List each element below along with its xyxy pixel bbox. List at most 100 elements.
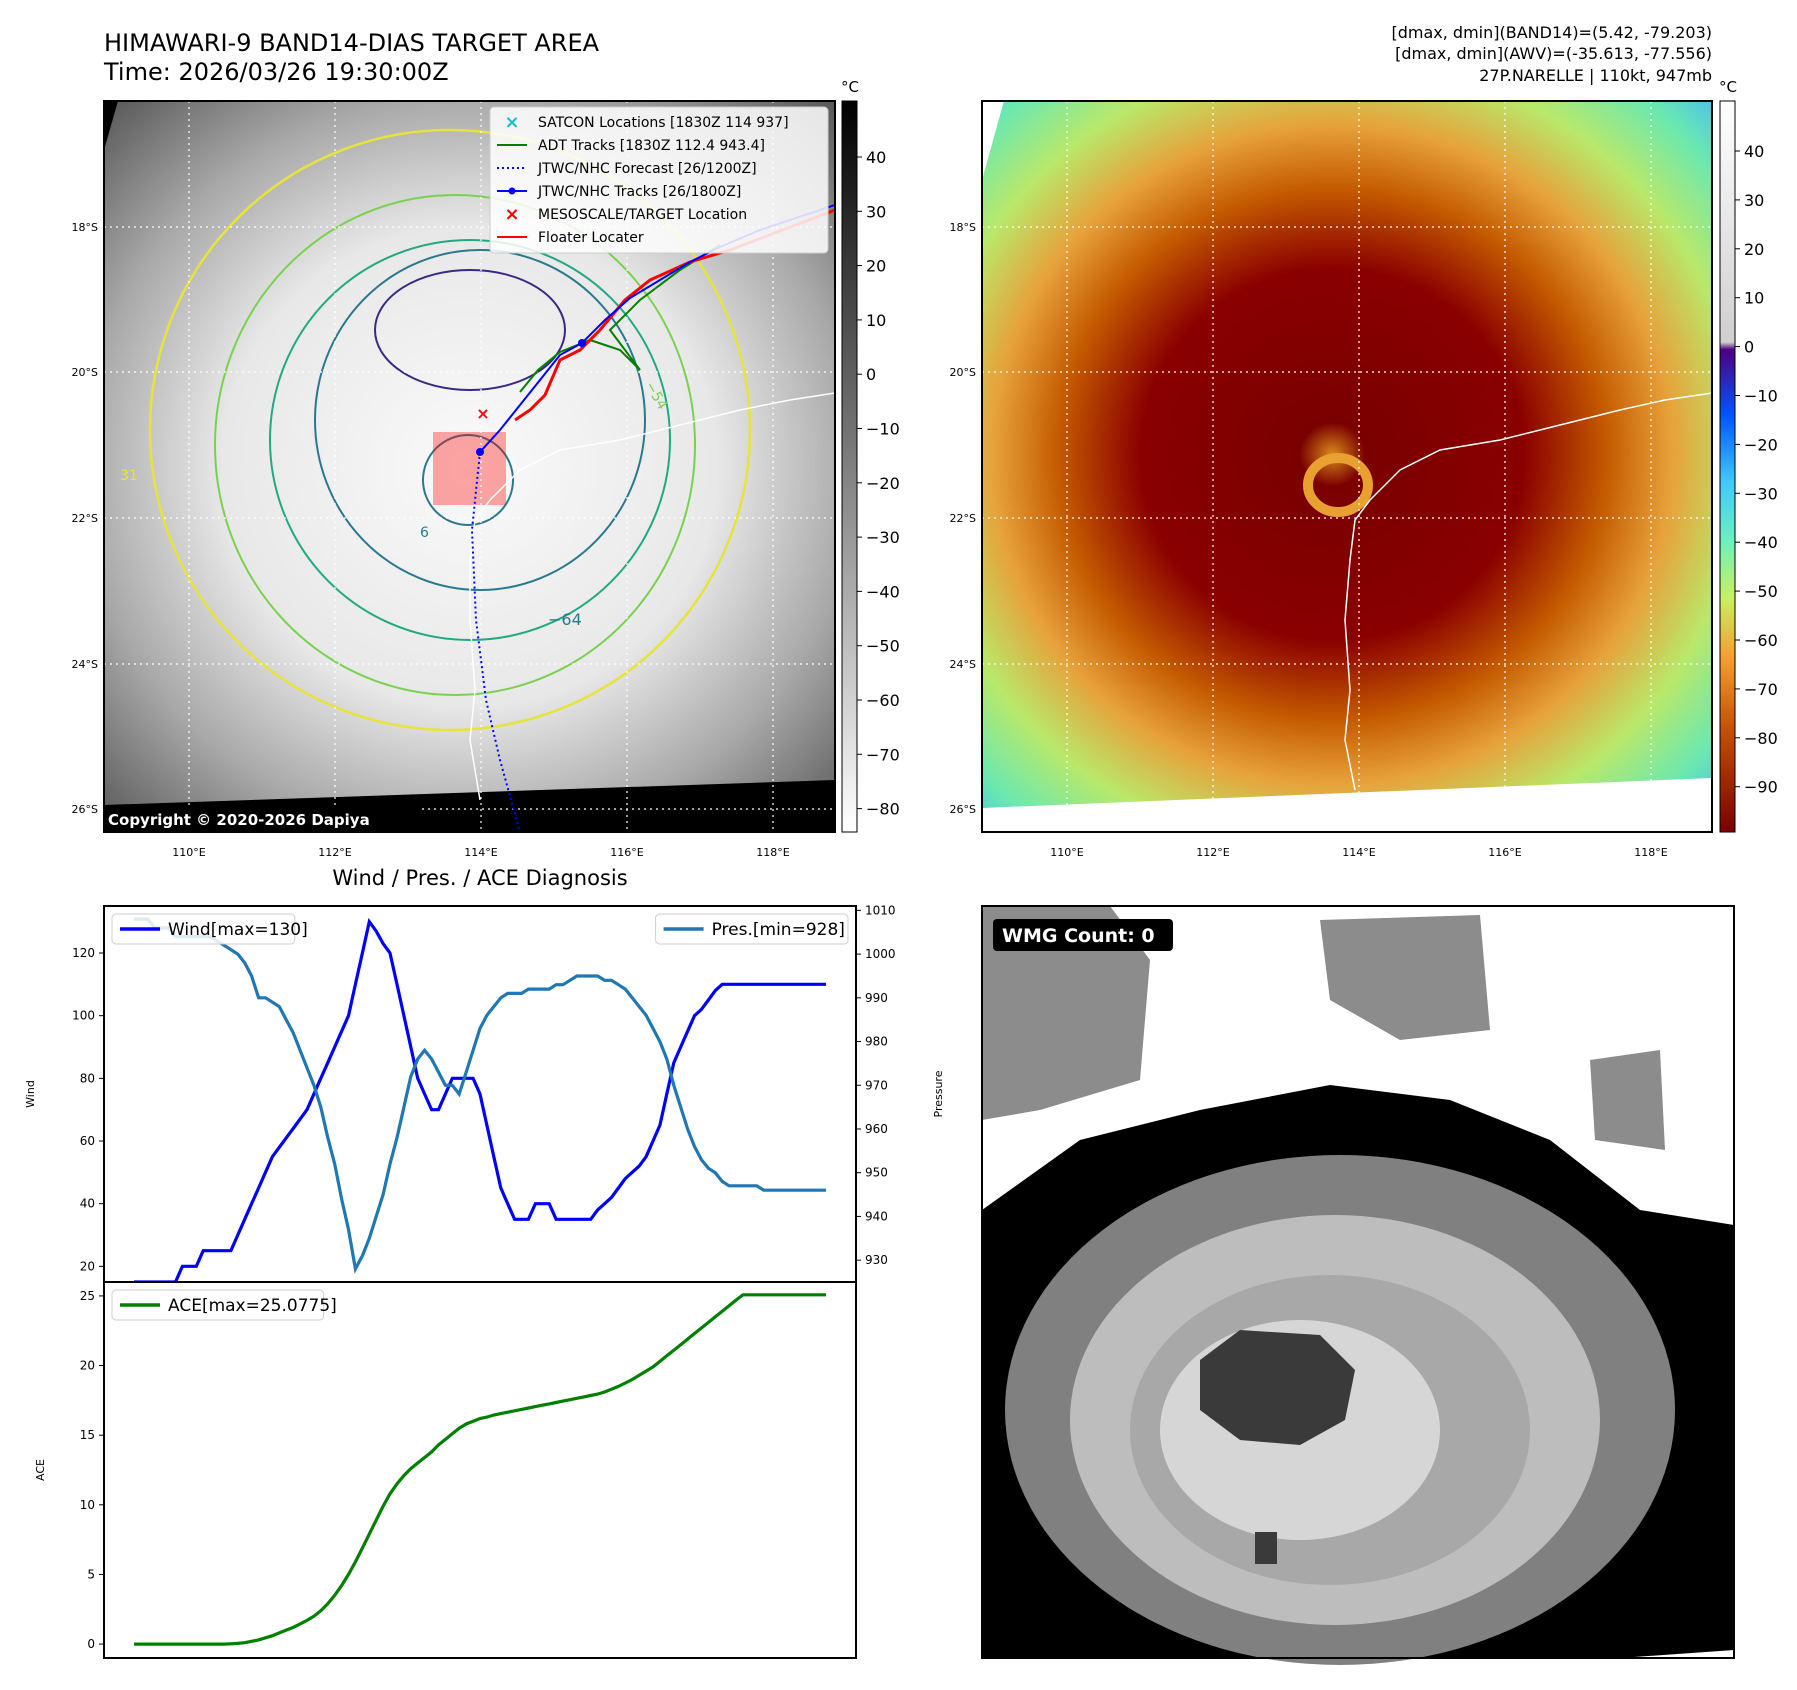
right-colorbar xyxy=(1719,100,1736,833)
y-tick-label: 15 xyxy=(80,1428,95,1442)
jtwc-track-point xyxy=(476,448,484,456)
wmg-cloud-patch xyxy=(1590,1050,1665,1150)
colorbar-tick-label: −50 xyxy=(1744,582,1778,601)
ir-lat-labels: 18°S 20°S 22°S 24°S 26°S xyxy=(72,221,98,816)
y-tick-label: 5 xyxy=(87,1567,95,1581)
colorbar-tick-label: 20 xyxy=(866,257,886,276)
colorbar-tick-label: 0 xyxy=(866,365,876,384)
y-right-tick-label: 950 xyxy=(865,1166,888,1180)
right-colorbar-unit: °C xyxy=(1719,78,1737,96)
colorbar-tick-label: −20 xyxy=(1744,435,1778,454)
colorbar-tick-label: −40 xyxy=(866,582,900,601)
legend-label: JTWC/NHC Tracks [26/1800Z] xyxy=(537,184,741,200)
legend-label: SATCON Locations [1830Z 114 937] xyxy=(538,115,789,131)
jtwc-forecast-track xyxy=(470,451,521,832)
lon-tick-label: 110°E xyxy=(172,846,205,859)
track-legend xyxy=(489,106,829,254)
wmg-cloud-patch xyxy=(1320,915,1490,1040)
colorbar-tick-label: 20 xyxy=(1744,240,1764,259)
y-tick-label: 100 xyxy=(72,1009,95,1023)
colorbar-tick-label: −10 xyxy=(1744,387,1778,406)
y-right-tick-label: 990 xyxy=(865,991,888,1005)
y-tick-label: 25 xyxy=(80,1289,95,1303)
series-line xyxy=(134,917,826,1274)
dvorak-gridlines xyxy=(982,101,1712,832)
legend-box xyxy=(111,1289,325,1321)
floater-track xyxy=(514,208,835,422)
legend-label: MESOSCALE/TARGET Location xyxy=(538,207,747,223)
target-box xyxy=(433,432,506,505)
y-tick-label: 120 xyxy=(72,946,95,960)
lon-tick-label: 116°E xyxy=(1488,846,1521,859)
legend-items: × SATCON Locations [1830Z 114 937] ADT Tra… xyxy=(497,112,789,246)
ace-plot-area xyxy=(103,1281,857,1659)
contour-navy xyxy=(374,269,566,391)
left-colorbar-unit: °C xyxy=(841,78,859,96)
legend-label: Wind[max=130] xyxy=(168,920,308,940)
wind-pres-chart: 20 40 60 80 100 120 930 940 950 960 970 980 990 1000 1… xyxy=(72,903,896,1284)
contour-blue xyxy=(314,249,646,591)
lat-tick-label: 20°S xyxy=(72,366,98,379)
colorbar-tick-label: −70 xyxy=(866,745,900,764)
y-tick-label: 20 xyxy=(80,1359,95,1373)
colorbar-tick-label: 0 xyxy=(1744,338,1754,357)
colorbar-tick-label: −10 xyxy=(866,420,900,439)
y-tick-label: 40 xyxy=(80,1197,95,1211)
lat-tick-label: 24°S xyxy=(72,658,98,671)
lon-tick-label: 116°E xyxy=(610,846,643,859)
colorbar-tick-label: −90 xyxy=(1744,778,1778,797)
lat-tick-label: 18°S xyxy=(72,221,98,234)
y-right-tick-label: 1010 xyxy=(865,903,896,917)
wmg-frame xyxy=(981,905,1735,1659)
colorbar-tick-label: −70 xyxy=(1744,680,1778,699)
legend-box xyxy=(489,106,829,254)
colorbar-tick-label: −50 xyxy=(866,637,900,656)
mesoscale-target-marker: × xyxy=(476,404,489,423)
y-tick-label: 80 xyxy=(80,1071,95,1085)
lon-tick-label: 114°E xyxy=(1342,846,1375,859)
ir-map-frame xyxy=(103,100,836,833)
copyright-box xyxy=(104,806,419,832)
dvorak-lon-labels: 110°E 112°E 114°E 116°E 118°E xyxy=(1050,846,1667,859)
lat-tick-label: 18°S xyxy=(950,221,976,234)
colorbar-tick-label: 10 xyxy=(866,311,886,330)
legend-label: ADT Tracks [1830Z 112.4 943.4] xyxy=(538,138,765,154)
series-line xyxy=(134,1293,826,1646)
ace-chart: 0 5 10 15 20 25 ACE[max=25.0775] xyxy=(80,1289,826,1651)
contour-eye xyxy=(422,434,514,526)
y-tick-label: 60 xyxy=(80,1134,95,1148)
right-colorbar-ticks: 40 30 20 10 0 −10 −20 −30 −40 −50 −60 −70 −80 −90 xyxy=(1735,142,1778,797)
pressure-axis-label: Pressure xyxy=(932,1070,945,1117)
lat-tick-label: 26°S xyxy=(950,803,976,816)
legend-label: Floater Locater xyxy=(538,230,644,246)
lon-tick-label: 118°E xyxy=(1634,846,1667,859)
colorbar-tick-label: −60 xyxy=(1744,631,1778,650)
y-right-tick-label: 980 xyxy=(865,1035,888,1049)
lat-tick-label: 24°S xyxy=(950,658,976,671)
colorbar-tick-label: −60 xyxy=(866,691,900,710)
ir-imagery xyxy=(104,101,835,805)
copyright-text: Copyright © 2020-2026 Dapiya xyxy=(108,811,370,829)
colorbar-tick-label: −30 xyxy=(1744,484,1778,503)
wmg-panel: WMG Count: 0 xyxy=(982,906,1734,1665)
y-tick-label: 20 xyxy=(80,1259,95,1273)
jtwc-track-point xyxy=(578,339,586,347)
legend-box xyxy=(111,913,296,945)
stats-band14: [dmax, dmin](BAND14)=(5.42, -79.203) xyxy=(1392,23,1713,42)
wmg-eye xyxy=(1200,1330,1355,1445)
wmg-count-label: WMG Count: 0 xyxy=(1002,925,1155,947)
lat-tick-label: 22°S xyxy=(72,512,98,525)
y-tick-label: 10 xyxy=(80,1498,95,1512)
figure-title: HIMAWARI-9 BAND14-DIAS TARGET AREA xyxy=(104,29,600,57)
lon-tick-label: 112°E xyxy=(1196,846,1229,859)
ace-axis-label: ACE xyxy=(34,1459,47,1481)
stats-awv: [dmax, dmin](AWV)=(-35.613, -77.556) xyxy=(1395,44,1712,63)
lat-tick-label: 22°S xyxy=(950,512,976,525)
dvorak-map-panel xyxy=(982,101,1712,832)
left-colorbar xyxy=(841,100,858,833)
legend-marker: × xyxy=(504,112,519,133)
ir-lon-labels: 110°E 112°E 114°E 116°E 118°E xyxy=(172,846,789,859)
dvorak-lat-labels: 18°S 20°S 22°S 24°S 26°S xyxy=(950,221,976,816)
y-right-tick-label: 930 xyxy=(865,1253,888,1267)
series-line xyxy=(134,917,826,1284)
